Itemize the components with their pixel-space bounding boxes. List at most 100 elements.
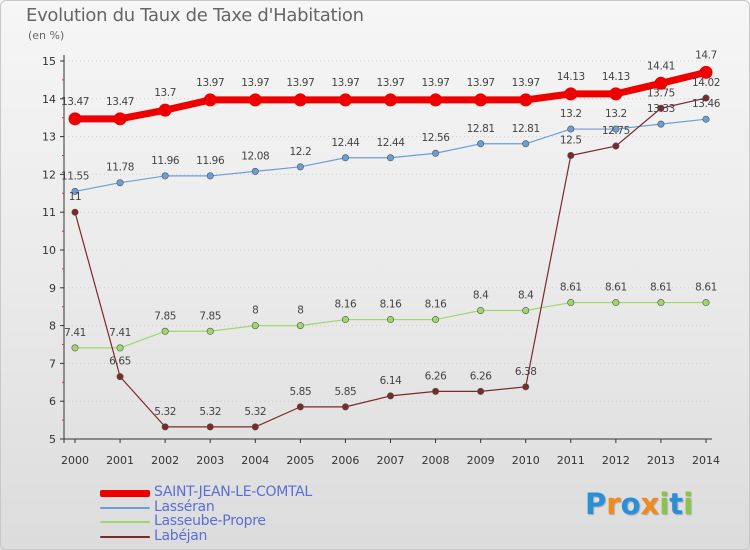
data-point (612, 299, 620, 307)
logo-letter: o (620, 487, 641, 521)
data-label: 12.2 (289, 146, 311, 158)
x-tick-label: 2013 (647, 454, 675, 467)
data-label: 14.41 (647, 60, 675, 72)
y-tick-label: 5 (49, 433, 56, 446)
data-point (386, 316, 394, 324)
data-point (116, 373, 124, 381)
logo-letter: x (640, 487, 660, 521)
data-label: 6.65 (109, 356, 131, 368)
data-label: 12.81 (512, 123, 540, 135)
data-point (248, 93, 262, 107)
data-point (161, 423, 169, 431)
data-label: 12.56 (422, 132, 451, 144)
data-point (206, 172, 214, 180)
data-point (116, 344, 124, 352)
data-point (68, 112, 82, 126)
x-tick-label: 2002 (151, 454, 179, 467)
line-chart: 5 6 7 8 9 10 11 12 13 14 15 2000 2001 2002 2003 2004 200… (42, 49, 721, 467)
data-point (293, 93, 307, 107)
data-point (522, 306, 530, 314)
data-point (567, 125, 575, 133)
data-label: 8.4 (518, 289, 534, 301)
data-label: 5.85 (335, 386, 357, 398)
legend-swatch (100, 489, 150, 497)
data-point (161, 327, 169, 335)
data-point (609, 87, 623, 101)
x-tick-label: 2007 (377, 454, 405, 467)
data-point (657, 104, 665, 112)
data-point (386, 154, 394, 162)
data-point (522, 383, 530, 391)
data-point (71, 187, 79, 195)
y-tick-label: 14 (42, 93, 56, 106)
data-label: 5.32 (154, 406, 176, 418)
legend-label: Labéjan (154, 527, 208, 544)
data-label: 7.41 (64, 327, 86, 339)
y-tick-label: 6 (49, 395, 56, 408)
data-point (564, 87, 578, 101)
x-tick-label: 2000 (61, 454, 89, 467)
data-point (429, 93, 443, 107)
data-point (567, 152, 575, 160)
legend-label: Lasséran (154, 498, 215, 515)
data-point (71, 208, 79, 216)
data-label: 11 (69, 191, 82, 203)
data-point (251, 423, 259, 431)
data-point (477, 387, 485, 395)
data-point (612, 142, 620, 150)
data-label: 6.38 (515, 366, 537, 378)
legend-swatch (100, 506, 150, 509)
data-point (71, 344, 79, 352)
data-label: 13.47 (106, 96, 134, 108)
data-point (296, 322, 304, 330)
data-label: 13.97 (422, 77, 450, 89)
data-label: 13.97 (376, 77, 404, 89)
data-label: 11.96 (151, 155, 180, 167)
x-tick-label: 2011 (557, 454, 585, 467)
data-label: 14.7 (695, 49, 717, 61)
data-label: 6.26 (470, 370, 492, 382)
data-point (206, 327, 214, 335)
y-tick-label: 15 (42, 55, 56, 68)
data-label: 13.2 (560, 108, 582, 120)
data-label: 11.96 (196, 155, 225, 167)
data-point (341, 403, 349, 411)
data-point (158, 103, 172, 117)
data-label: 6.26 (425, 370, 447, 382)
data-point (341, 316, 349, 324)
data-point (296, 403, 304, 411)
data-label: 14.13 (557, 71, 585, 83)
data-point (519, 93, 533, 107)
data-label: 12.44 (331, 137, 360, 149)
data-point (699, 65, 713, 79)
x-tick-label: 2009 (467, 454, 495, 467)
logo-letter: P (585, 487, 607, 521)
legend-swatch (100, 535, 150, 538)
data-point (296, 163, 304, 171)
y-tick-label: 13 (42, 131, 56, 144)
x-tick-label: 2005 (286, 454, 314, 467)
data-point (567, 299, 575, 307)
data-point (477, 140, 485, 148)
x-tick-label: 2006 (331, 454, 359, 467)
data-label: 8.61 (695, 282, 717, 294)
data-label: 13.97 (196, 77, 224, 89)
x-tick-label: 2003 (196, 454, 224, 467)
data-label: 8 (297, 305, 303, 317)
data-point (251, 167, 259, 175)
data-point (474, 93, 488, 107)
data-label: 7.85 (199, 310, 221, 322)
data-point (113, 112, 127, 126)
logo-letter: r (606, 487, 621, 521)
data-label: 8.61 (650, 282, 672, 294)
x-tick-label: 2014 (692, 454, 720, 467)
data-point (702, 299, 710, 307)
data-label: 13.97 (467, 77, 495, 89)
logo-letter: i (683, 487, 694, 521)
data-label: 7.41 (109, 327, 131, 339)
data-label: 12.44 (376, 137, 405, 149)
data-point (206, 423, 214, 431)
x-tick-label: 2010 (512, 454, 540, 467)
data-point (161, 172, 169, 180)
data-point (432, 387, 440, 395)
